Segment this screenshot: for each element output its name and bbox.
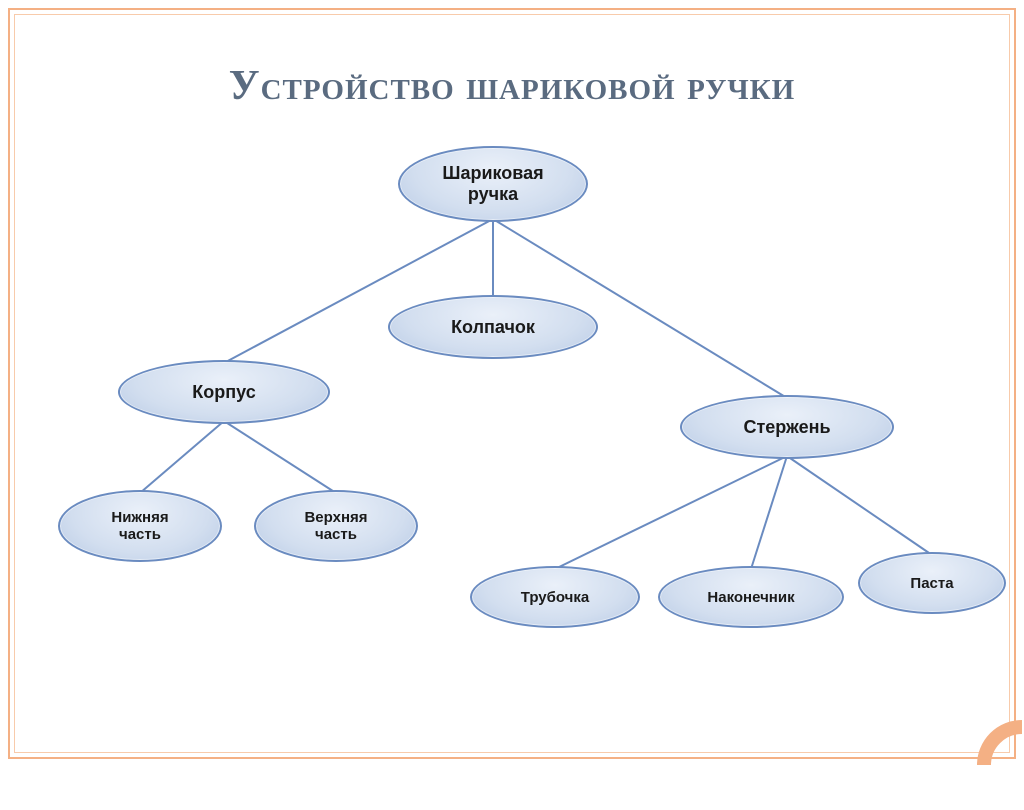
tree-node-core: Стержень [680,395,894,459]
tree-node-root: Шариковаяручка [398,146,588,222]
tree-node-cap: Колпачок [388,295,598,359]
tree-node-lower: Нижняячасть [58,490,222,562]
tree-node-body: Корпус [118,360,330,424]
tree-node-upper: Верхняячасть [254,490,418,562]
tree-node-tube: Трубочка [470,566,640,628]
tree-node-tip: Наконечник [658,566,844,628]
tree-canvas: Шариковаяручка Колпачок Корпус Стержень Нижн… [0,0,1024,767]
tree-node-paste: Паста [858,552,1006,614]
